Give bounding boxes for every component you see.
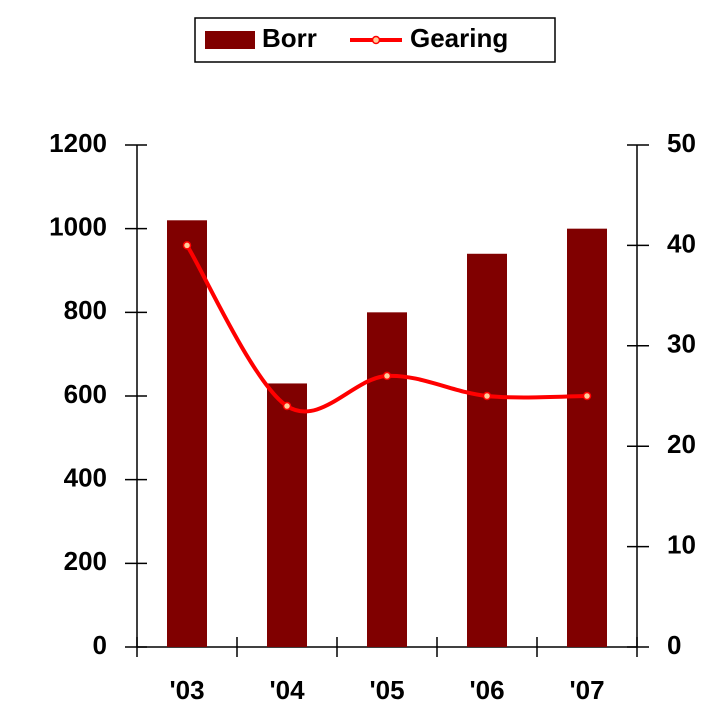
line-marker [482,391,492,401]
bar [267,383,307,647]
legend-label: Borr [262,23,317,53]
y2-tick-label: 0 [667,630,681,660]
bar [367,312,407,647]
line-marker [582,391,592,401]
bar [467,253,507,647]
y2-tick-label: 30 [667,329,696,359]
x-tick-label: '07 [569,675,604,705]
bar [567,228,607,647]
y2-tick-label: 10 [667,529,696,559]
y2-tick-label: 20 [667,429,696,459]
line-marker [182,241,192,250]
legend-marker [371,35,381,45]
line [185,244,588,414]
x-tick-label: '05 [369,675,404,705]
y-tick-label: 600 [64,379,107,409]
y-tick-label: 0 [93,630,107,660]
y-tick-label: 800 [64,295,107,325]
y-tick-label: 1200 [49,128,107,158]
line-marker [382,371,392,381]
bar [167,220,207,648]
x-tick-label: '03 [169,675,204,705]
x-tick-label: '06 [469,675,504,705]
x-tick-label: '04 [269,675,305,705]
legend-label: Gearing [410,23,508,53]
legend-swatch [205,31,255,49]
y-tick-label: 1000 [49,212,107,242]
line-marker [282,401,292,411]
y2-tick-label: 50 [667,128,696,158]
y-tick-label: 200 [64,546,107,576]
y2-tick-label: 40 [667,228,696,258]
y-tick-label: 400 [64,463,107,493]
